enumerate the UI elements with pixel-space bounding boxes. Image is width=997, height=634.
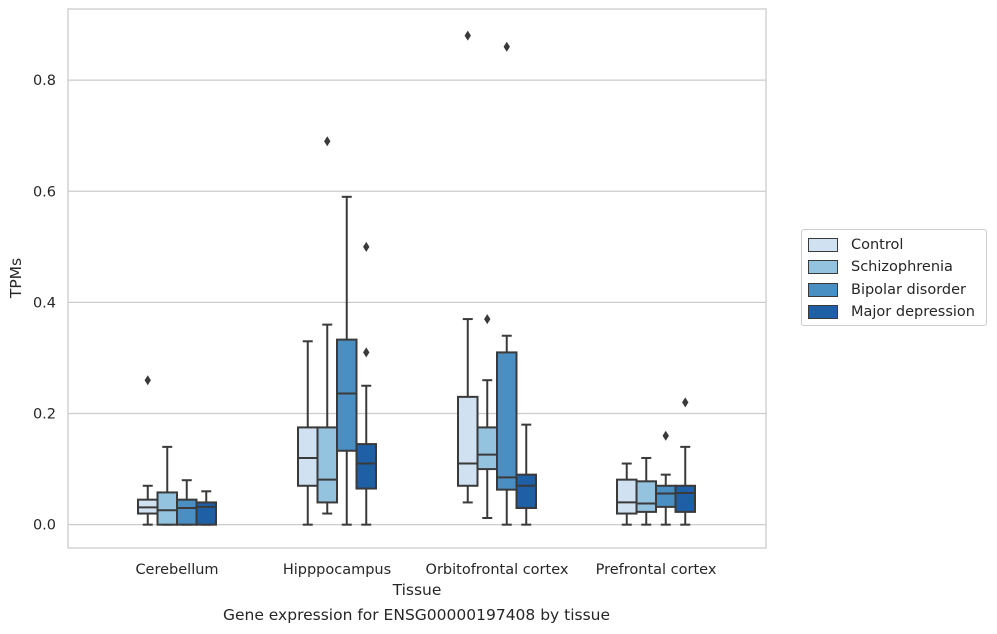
axes: 0.0 0.2 0.4 0.6 0.8 Cerebellum Hipppocampus Orb… bbox=[33, 73, 717, 578]
legend-label-bipolar-disorder: Bipolar disorder bbox=[851, 282, 966, 298]
legend-item-control: Control bbox=[808, 236, 903, 254]
box-group bbox=[297, 340, 319, 526]
box bbox=[674, 484, 696, 513]
legend-swatch-bipolar-disorder bbox=[808, 283, 838, 297]
legend-label-major-depression: Major depression bbox=[851, 304, 975, 320]
x-tick-label: Prefrontal cortex bbox=[596, 562, 717, 578]
box-group bbox=[137, 375, 159, 526]
box-group bbox=[156, 445, 178, 526]
box bbox=[635, 480, 657, 513]
legend-swatch-schizophrenia bbox=[808, 260, 838, 274]
y-tick-label: 0.2 bbox=[33, 407, 56, 423]
box-group bbox=[674, 397, 696, 526]
box-group bbox=[515, 423, 537, 526]
box-group bbox=[195, 490, 217, 526]
outlier-point bbox=[324, 136, 331, 147]
y-tick-label: 0.8 bbox=[33, 73, 56, 89]
y-tick-label: 0.6 bbox=[33, 184, 56, 200]
box bbox=[316, 426, 338, 504]
box bbox=[496, 351, 518, 491]
box bbox=[655, 484, 677, 508]
box-group bbox=[616, 462, 638, 526]
box-group bbox=[355, 241, 377, 526]
outlier-point bbox=[363, 241, 370, 252]
legend-item-schizophrenia: Schizophrenia bbox=[808, 258, 953, 276]
x-tick-label: Orbitofrontal cortex bbox=[426, 562, 569, 578]
x-tick-label: Hipppocampus bbox=[283, 562, 391, 578]
box-group bbox=[496, 41, 518, 526]
outlier-point bbox=[144, 375, 151, 386]
outlier-point bbox=[363, 347, 370, 358]
box-group bbox=[635, 456, 657, 526]
box bbox=[297, 426, 319, 487]
outlier-point bbox=[503, 41, 510, 52]
y-axis-label: TPMs bbox=[7, 258, 25, 299]
box bbox=[156, 491, 178, 526]
legend-item-major-depression: Major depression bbox=[808, 303, 975, 321]
legend-swatch-major-depression bbox=[808, 305, 838, 319]
box bbox=[336, 338, 358, 452]
outlier-point bbox=[464, 30, 471, 41]
y-tick-label: 0.4 bbox=[33, 295, 56, 311]
box-group bbox=[476, 314, 498, 519]
legend-item-bipolar-disorder: Bipolar disorder bbox=[808, 281, 966, 299]
outlier-point bbox=[682, 397, 689, 408]
legend-label-schizophrenia: Schizophrenia bbox=[851, 259, 953, 275]
outlier-point bbox=[662, 430, 669, 441]
box bbox=[195, 501, 217, 526]
figure-caption: Gene expression for ENSG00000197408 by t… bbox=[222, 606, 611, 624]
legend-swatch-control bbox=[808, 238, 838, 252]
box-group bbox=[316, 136, 338, 515]
x-tick-label: Cerebellum bbox=[135, 562, 218, 578]
box bbox=[515, 473, 537, 509]
x-axis-label: Tissue bbox=[392, 581, 442, 599]
plot-frame bbox=[67, 8, 767, 549]
box-group bbox=[336, 195, 358, 526]
box bbox=[355, 443, 377, 490]
box bbox=[476, 426, 498, 471]
box bbox=[457, 395, 479, 487]
grid-lines bbox=[68, 79, 766, 526]
box-group bbox=[655, 430, 677, 526]
outlier-point bbox=[484, 314, 491, 325]
box bbox=[616, 478, 638, 515]
box-plots bbox=[137, 30, 696, 526]
box-group bbox=[457, 30, 479, 504]
box-group bbox=[176, 479, 198, 526]
y-tick-label: 0.0 bbox=[33, 518, 56, 534]
legend: Control Schizophrenia Bipolar disorder M… bbox=[801, 229, 987, 326]
box bbox=[176, 498, 198, 526]
legend-label-control: Control bbox=[851, 237, 904, 253]
